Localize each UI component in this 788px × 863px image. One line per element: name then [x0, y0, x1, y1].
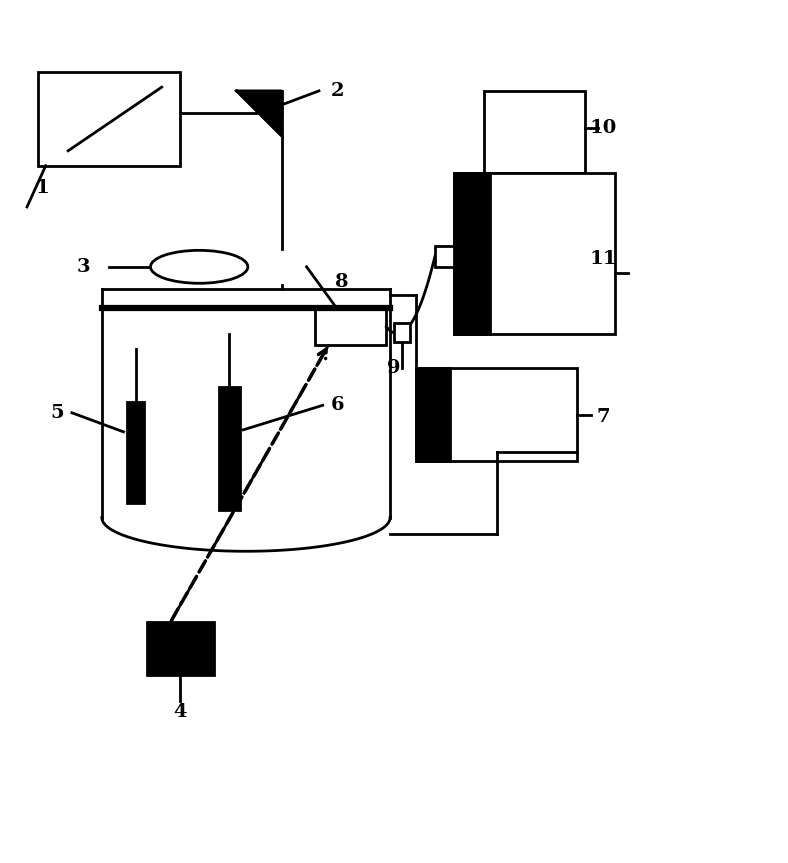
Text: 8: 8: [335, 273, 348, 291]
Bar: [454, 173, 615, 334]
Bar: [218, 387, 240, 510]
Text: 4: 4: [173, 703, 188, 721]
Bar: [38, 72, 180, 166]
Bar: [435, 246, 454, 267]
Bar: [416, 368, 577, 462]
Text: 7: 7: [597, 407, 610, 425]
Text: 9: 9: [387, 359, 400, 377]
Text: 3: 3: [76, 258, 90, 276]
Bar: [128, 401, 143, 502]
Text: 5: 5: [50, 404, 64, 422]
Bar: [484, 91, 585, 173]
Text: 10: 10: [589, 119, 617, 137]
Text: 1: 1: [35, 180, 49, 198]
Bar: [315, 308, 386, 345]
Text: 2: 2: [331, 82, 344, 100]
Bar: [416, 368, 450, 462]
Bar: [454, 173, 489, 334]
Polygon shape: [236, 91, 281, 135]
Text: 11: 11: [589, 250, 617, 268]
Ellipse shape: [151, 250, 247, 283]
Text: 6: 6: [331, 396, 344, 414]
Bar: [394, 323, 411, 342]
Bar: [147, 622, 214, 675]
